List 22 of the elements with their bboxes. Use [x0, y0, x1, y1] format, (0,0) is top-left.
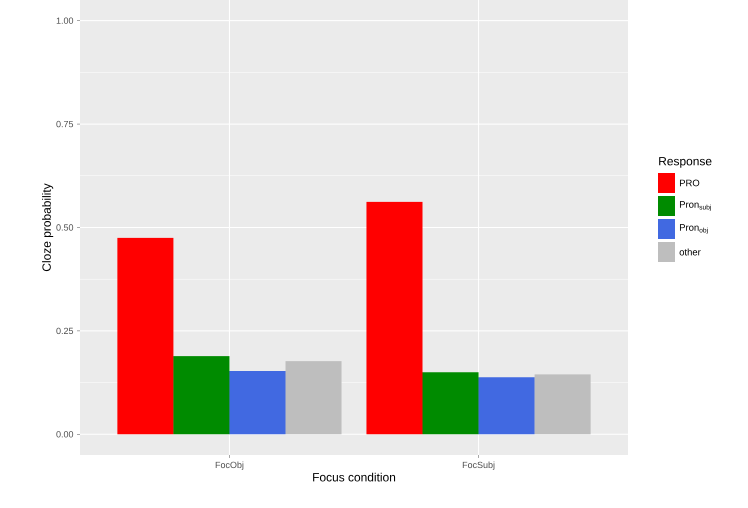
legend-label: Pron$_{obj}$ — [680, 224, 708, 234]
bar — [117, 238, 174, 434]
legend-title: Response — [659, 157, 712, 168]
x-axis-title: Focus condition — [313, 472, 396, 482]
bar — [478, 377, 535, 434]
y-tick-label: 0.50 — [56, 224, 74, 231]
y-tick-label: 1.00 — [56, 17, 74, 24]
x-tick-label: FocObj — [216, 462, 244, 470]
legend-label: other — [680, 248, 701, 256]
legend-label: PRO — [680, 180, 700, 186]
legend-label: Pron$_{subj}$ — [680, 201, 711, 211]
bar — [422, 372, 479, 434]
y-axis-title: Cloze probability — [42, 183, 54, 272]
bar — [534, 374, 591, 434]
y-tick-label: 0.75 — [56, 120, 74, 128]
bar — [173, 356, 230, 434]
bar — [286, 361, 342, 434]
y-tick-label: 0.00 — [56, 431, 74, 438]
y-tick-label: 0.25 — [56, 328, 74, 334]
bar — [366, 202, 423, 434]
bar — [229, 371, 286, 434]
x-tick-label: FocSubj — [462, 462, 494, 470]
